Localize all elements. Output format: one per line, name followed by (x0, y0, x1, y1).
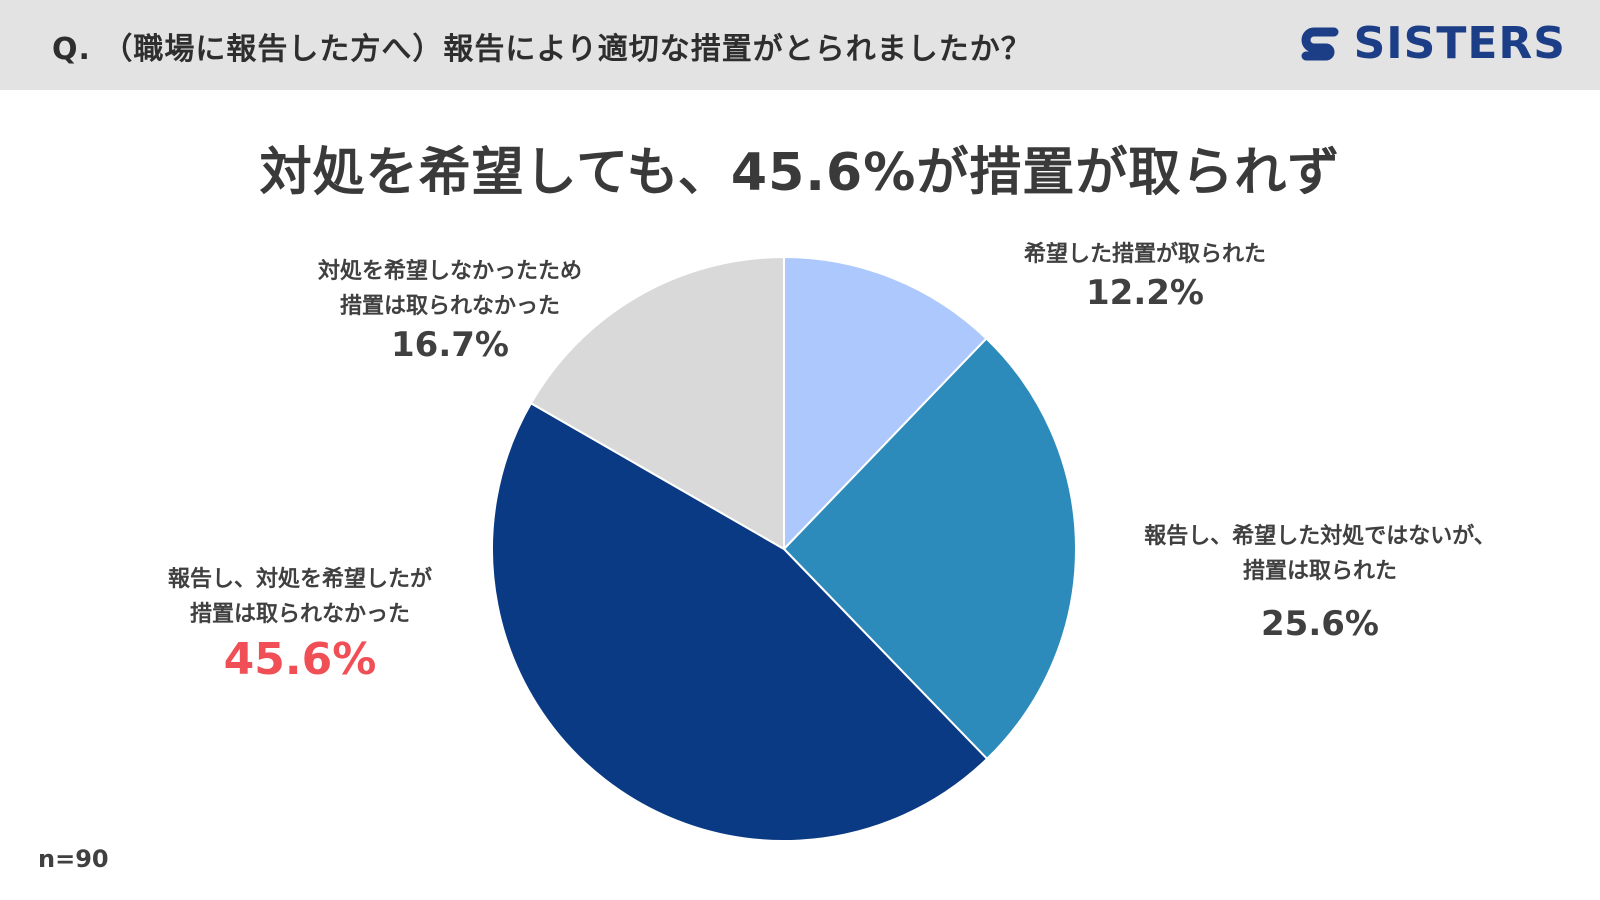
logo-wordmark: SISTERS (1353, 18, 1566, 69)
slice-label-no-hope: 対処を希望しなかったため 措置は取られなかった 16.7% (280, 254, 620, 363)
slice-label-not-taken: 報告し、対処を希望したが 措置は取られなかった 45.6% (120, 562, 480, 685)
pie-slice-hope-taken (783, 255, 988, 552)
slice-percent: 12.2% (1086, 273, 1204, 313)
slice-label-line: 希望した措置が取られた (1023, 242, 1266, 267)
slice-label-other-taken: 報告し、希望した対処ではないが、 措置は取られた 25.6% (1115, 519, 1525, 642)
slice-label-line: 措置は取られた (1242, 559, 1397, 584)
pie-slice-other-taken (782, 337, 1077, 761)
question-text: Q. （職場に報告した方へ）報告により適切な措置がとられましたか？ (52, 32, 1032, 67)
slice-percent: 25.6% (1261, 604, 1379, 644)
brand-logo: SISTERS (1296, 20, 1566, 68)
slice-percent: 16.7% (391, 325, 509, 365)
sample-size: n=90 (38, 845, 109, 873)
slice-label-line: 措置は取られなかった (339, 294, 560, 319)
slice-label-hope-taken: 希望した措置が取られた 12.2% (990, 237, 1300, 311)
slice-label-line: 措置は取られなかった (189, 602, 410, 627)
pie-slice-not-taken (491, 401, 989, 842)
chart-headline: 対処を希望しても、45.6%が措置が取られず (259, 143, 1341, 203)
slice-label-line: 報告し、希望した対処ではないが、 (1144, 524, 1496, 549)
header-bar: Q. （職場に報告した方へ）報告により適切な措置がとられましたか？ SISTER… (0, 0, 1600, 90)
sisters-logo-icon (1301, 27, 1339, 61)
slice-label-line: 対処を希望しなかったため (317, 259, 582, 284)
slice-percent-highlight: 45.6% (223, 634, 377, 685)
pie-slice-no-hope (529, 255, 785, 551)
slice-label-line: 報告し、対処を希望したが (167, 567, 432, 592)
